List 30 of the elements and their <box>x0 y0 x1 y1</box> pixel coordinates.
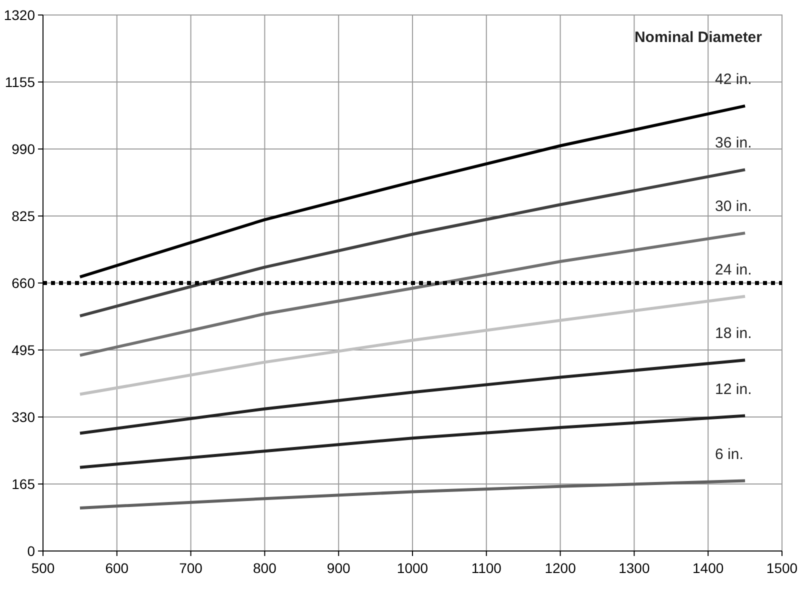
x-tick-label: 500 <box>31 560 55 576</box>
line-series <box>78 414 747 469</box>
y-tick-label: 495 <box>12 342 36 358</box>
y-tick-label: 825 <box>12 208 36 224</box>
legend-title: Nominal Diameter <box>634 29 762 46</box>
y-tick-label: 1320 <box>4 7 36 23</box>
line-series <box>78 479 747 510</box>
x-tick-label: 1000 <box>396 560 428 576</box>
x-tick-label: 1300 <box>618 560 650 576</box>
series-label: 36 in. <box>715 134 752 152</box>
y-tick-label: 165 <box>12 476 36 492</box>
x-tick-label: 1500 <box>766 560 798 576</box>
series-label: 18 in. <box>715 325 752 342</box>
y-tick-label: 660 <box>12 275 36 291</box>
series-label: 24 in. <box>715 261 752 278</box>
series-label: 42 in. <box>715 70 752 88</box>
x-tick-label: 800 <box>253 560 277 576</box>
x-tick-label: 1400 <box>692 560 724 576</box>
series-label: 6 in. <box>715 446 744 463</box>
series-label: 12 in. <box>715 380 752 398</box>
y-tick-label: 990 <box>12 141 36 157</box>
y-tick-label: 1155 <box>4 74 36 90</box>
x-tick-label: 1200 <box>544 560 576 576</box>
x-tick-label: 1100 <box>471 560 502 576</box>
series-label: 30 in. <box>715 198 752 216</box>
y-tick-label: 330 <box>12 409 36 425</box>
y-tick-label: 0 <box>27 543 36 559</box>
x-tick-label: 600 <box>105 560 129 576</box>
x-tick-label: 900 <box>326 560 350 576</box>
x-tick-label: 700 <box>179 560 203 576</box>
